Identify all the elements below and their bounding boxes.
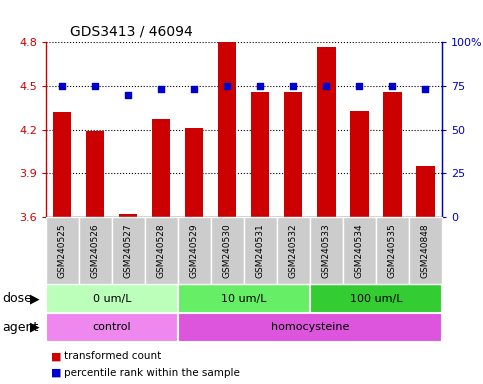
Bar xyxy=(152,119,170,217)
Point xyxy=(224,83,231,89)
Text: percentile rank within the sample: percentile rank within the sample xyxy=(64,368,240,378)
Text: GSM240528: GSM240528 xyxy=(157,223,166,278)
Point xyxy=(388,83,396,89)
Text: ■: ■ xyxy=(51,368,61,378)
Point xyxy=(157,86,165,93)
Bar xyxy=(384,92,401,217)
Bar xyxy=(86,131,104,217)
Text: transformed count: transformed count xyxy=(64,351,161,361)
Text: ▶: ▶ xyxy=(30,292,40,305)
Text: GSM240532: GSM240532 xyxy=(289,223,298,278)
Bar xyxy=(310,284,442,313)
Bar xyxy=(46,313,178,342)
Text: control: control xyxy=(93,322,131,333)
Bar xyxy=(317,46,336,217)
Text: GSM240525: GSM240525 xyxy=(58,223,67,278)
Text: dose: dose xyxy=(2,292,32,305)
Point xyxy=(58,83,66,89)
Text: GSM240529: GSM240529 xyxy=(190,223,199,278)
Text: 10 um/L: 10 um/L xyxy=(221,293,267,304)
Text: homocysteine: homocysteine xyxy=(271,322,349,333)
Text: GSM240530: GSM240530 xyxy=(223,223,232,278)
Bar xyxy=(46,284,178,313)
Text: GSM240848: GSM240848 xyxy=(421,223,430,278)
Text: 0 um/L: 0 um/L xyxy=(93,293,131,304)
Text: GDS3413 / 46094: GDS3413 / 46094 xyxy=(70,25,193,38)
Point xyxy=(323,83,330,89)
Point xyxy=(190,86,198,93)
Bar xyxy=(218,42,237,217)
Text: GSM240531: GSM240531 xyxy=(256,223,265,278)
Point xyxy=(125,92,132,98)
Point xyxy=(289,83,297,89)
Bar xyxy=(185,128,203,217)
Text: ■: ■ xyxy=(51,351,61,361)
Point xyxy=(91,83,99,89)
Text: GSM240526: GSM240526 xyxy=(91,223,100,278)
Point xyxy=(355,83,363,89)
Bar xyxy=(416,166,435,217)
Bar xyxy=(284,92,302,217)
Text: agent: agent xyxy=(2,321,39,334)
Text: 100 um/L: 100 um/L xyxy=(350,293,402,304)
Text: ▶: ▶ xyxy=(30,321,40,334)
Point xyxy=(256,83,264,89)
Bar xyxy=(53,112,71,217)
Bar xyxy=(178,313,442,342)
Bar xyxy=(350,111,369,217)
Bar xyxy=(251,92,270,217)
Text: GSM240535: GSM240535 xyxy=(388,223,397,278)
Bar xyxy=(119,214,138,217)
Point xyxy=(422,86,429,93)
Text: GSM240527: GSM240527 xyxy=(124,223,133,278)
Text: GSM240533: GSM240533 xyxy=(322,223,331,278)
Bar xyxy=(178,284,310,313)
Text: GSM240534: GSM240534 xyxy=(355,223,364,278)
